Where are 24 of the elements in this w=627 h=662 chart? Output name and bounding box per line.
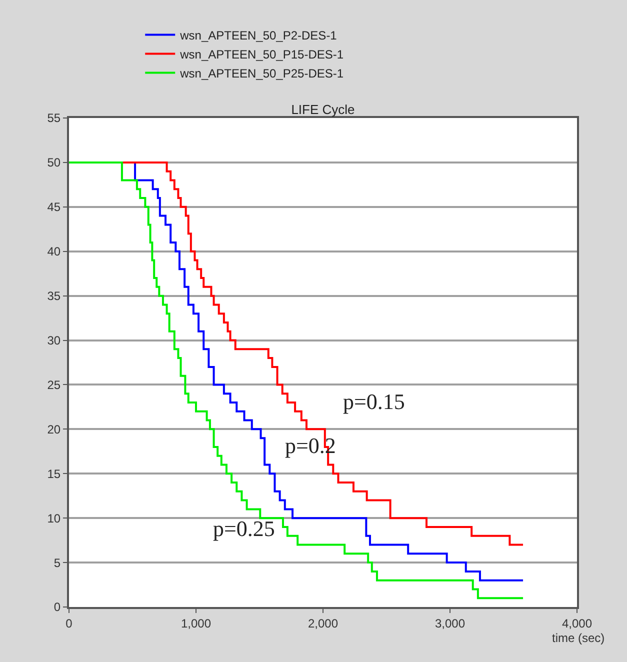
x-tick-label: 4,000: [562, 616, 592, 630]
x-axis-title: time (sec): [552, 631, 605, 645]
annotation: p=0.25: [213, 516, 275, 541]
y-tick-label: 15: [47, 466, 61, 481]
legend-label: wsn_APTEEN_50_P25-DES-1: [179, 66, 344, 80]
legend-label: wsn_APTEEN_50_P2-DES-1: [179, 28, 338, 42]
y-tick-label: 35: [47, 289, 61, 304]
y-tick-label: 5: [54, 556, 61, 570]
x-tick-label: 3,000: [434, 616, 466, 630]
y-tick-label: 50: [47, 156, 61, 170]
y-tick-label: 20: [47, 422, 61, 436]
y-tick-label: 55: [47, 111, 61, 126]
y-tick-label: 40: [47, 244, 61, 259]
annotation: p=0.15: [343, 389, 405, 414]
chart-title: LIFE Cycle: [291, 102, 355, 117]
y-tick-label: 0: [54, 600, 61, 614]
y-tick-label: 45: [47, 200, 61, 214]
y-tick-label: 10: [47, 511, 61, 526]
x-tick-label: 0: [66, 616, 73, 630]
legend-label: wsn_APTEEN_50_P15-DES-1: [179, 47, 344, 62]
y-tick-label: 25: [47, 378, 61, 392]
x-tick-label: 2,000: [308, 616, 338, 630]
x-tick-label: 1,000: [180, 616, 212, 630]
y-tick-label: 30: [47, 333, 61, 348]
